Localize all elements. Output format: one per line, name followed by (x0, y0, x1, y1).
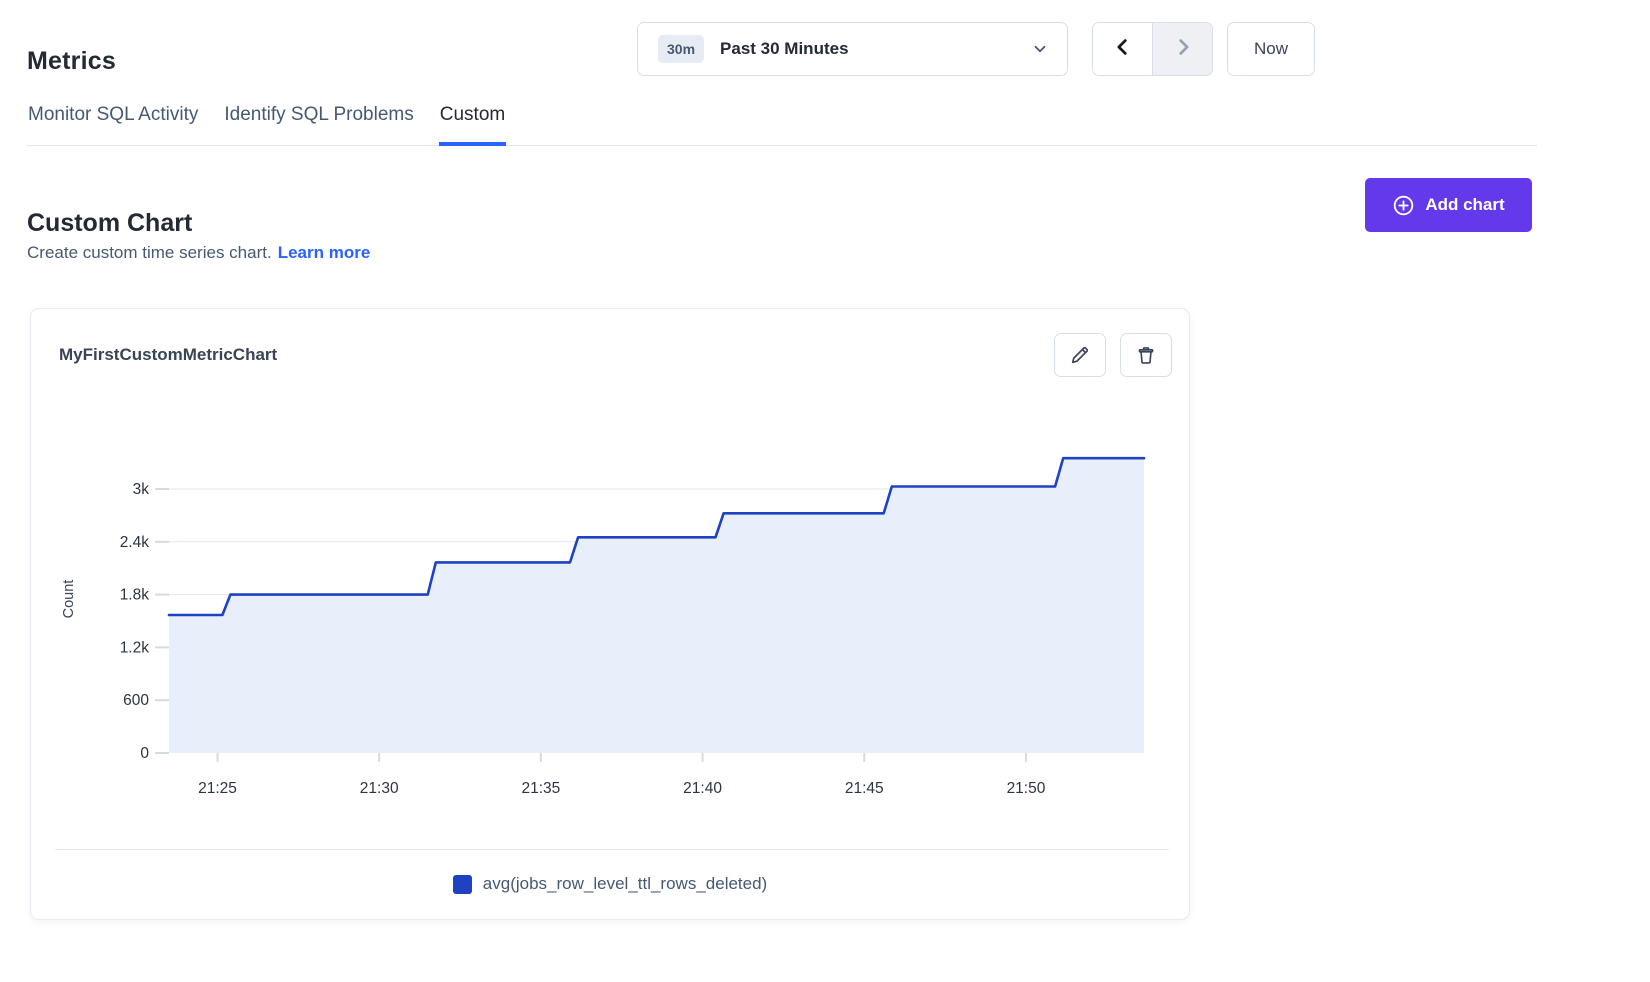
chevron-down-icon (1031, 40, 1049, 58)
delete-chart-button[interactable] (1120, 333, 1172, 377)
edit-chart-button[interactable] (1054, 333, 1106, 377)
section-description: Create custom time series chart. Learn mo… (27, 243, 370, 263)
now-button-label: Now (1253, 39, 1288, 58)
chevron-left-icon (1112, 36, 1134, 63)
add-chart-label: Add chart (1425, 195, 1505, 214)
time-range-dropdown[interactable]: 30m Past 30 Minutes (637, 22, 1068, 76)
plus-circle-icon (1392, 194, 1415, 217)
time-window-badge: 30m (658, 35, 705, 63)
chart-legend[interactable]: avg(jobs_row_level_ttl_rows_deleted) (31, 874, 1189, 894)
card-divider (55, 849, 1169, 850)
y-tick-label: 2.4k (120, 534, 150, 551)
x-tick-label: 21:30 (360, 780, 399, 797)
y-tick-label: 600 (123, 692, 149, 709)
y-tick-label: 3k (133, 481, 150, 498)
time-pager (1092, 22, 1213, 76)
now-button[interactable]: Now (1227, 22, 1315, 76)
add-chart-button[interactable]: Add chart (1365, 178, 1532, 232)
pencil-icon (1069, 344, 1091, 366)
x-tick-label: 21:25 (198, 780, 237, 797)
x-tick-label: 21:45 (845, 780, 884, 797)
chart-actions (1054, 333, 1172, 377)
y-tick-label: 1.2k (120, 639, 150, 656)
tab-monitor-sql-activity[interactable]: Monitor SQL Activity (28, 104, 199, 125)
chart-plot[interactable]: 0 600 1.2k 1.8k 2.4k 3k Count 21:25 21:30 21:35 21… (31, 409, 1191, 809)
series-line (167, 456, 1146, 617)
tab-identify-sql-problems[interactable]: Identify SQL Problems (224, 104, 414, 125)
y-tick-label: 1.8k (120, 587, 150, 604)
section-heading: Custom Chart (27, 208, 193, 237)
previous-window-button[interactable] (1093, 23, 1153, 75)
trash-icon (1135, 344, 1157, 366)
series-area (169, 458, 1144, 753)
legend-label: avg(jobs_row_level_ttl_rows_deleted) (482, 874, 768, 893)
time-range-label: Past 30 Minutes (720, 39, 849, 58)
legend-swatch (452, 874, 472, 894)
x-tick-label: 21:35 (521, 780, 560, 797)
y-tick-label: 0 (140, 745, 149, 762)
x-tick-label: 21:40 (683, 780, 722, 797)
x-tick-label: 21:50 (1007, 780, 1046, 797)
chart-card-header: MyFirstCustomMetricChart (31, 309, 1189, 377)
learn-more-link[interactable]: Learn more (277, 243, 371, 262)
section-description-text: Create custom time series chart. (27, 243, 272, 262)
chart-title: MyFirstCustomMetricChart (59, 345, 278, 364)
metrics-tabs: Monitor SQL Activity Identify SQL Proble… (27, 104, 1537, 146)
page-title: Metrics (27, 46, 116, 75)
chevron-right-icon (1172, 36, 1194, 63)
next-window-button-disabled[interactable] (1153, 23, 1212, 75)
custom-chart-card: MyFirstCustomMetricChart 0 600 1.2k 1.8k 2.4… (30, 308, 1190, 920)
y-axis-title: Count (61, 580, 77, 619)
tab-custom[interactable]: Custom (438, 104, 507, 146)
